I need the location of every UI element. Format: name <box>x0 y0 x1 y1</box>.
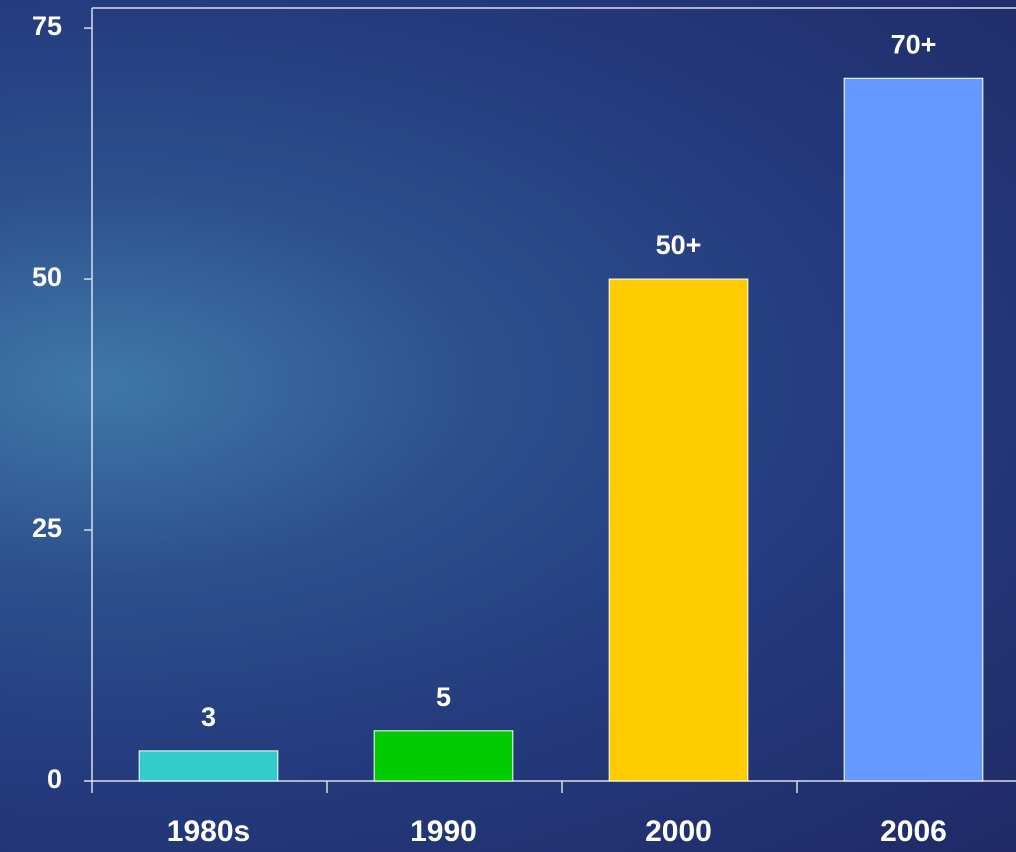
value-label: 50+ <box>656 230 702 260</box>
bar <box>138 750 279 782</box>
y-tick-label: 50 <box>32 262 62 292</box>
bar <box>608 278 749 782</box>
bar <box>373 730 514 782</box>
x-tick-label: 1980s <box>167 815 250 848</box>
y-tick-label: 25 <box>32 513 62 543</box>
value-label: 5 <box>436 682 451 712</box>
y-tick-label: 0 <box>47 764 62 794</box>
x-tick-label: 2000 <box>645 815 712 848</box>
value-label: 70+ <box>891 29 937 59</box>
value-label: 3 <box>201 702 216 732</box>
bar <box>843 77 984 782</box>
x-tick-label: 2006 <box>880 815 947 848</box>
x-tick-label: 1990 <box>410 815 477 848</box>
y-tick-label: 75 <box>32 11 62 41</box>
